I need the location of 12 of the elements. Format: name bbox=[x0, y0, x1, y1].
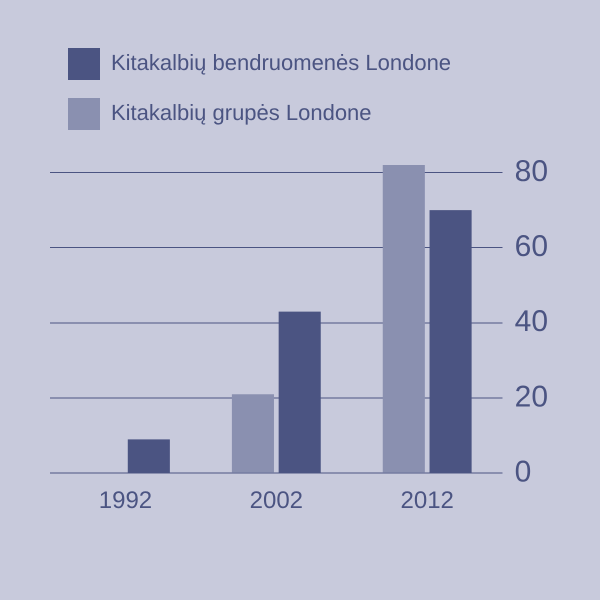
y-tick-label: 20 bbox=[514, 380, 548, 414]
bar bbox=[382, 165, 425, 473]
y-tick-label: 80 bbox=[514, 154, 548, 188]
y-tick-label: 40 bbox=[514, 305, 548, 338]
y-tick-label: 0 bbox=[514, 455, 532, 488]
y-tick-label: 60 bbox=[514, 230, 548, 263]
x-tick-label: 2012 bbox=[400, 487, 454, 514]
bar bbox=[232, 394, 274, 473]
x-tick-label: 2002 bbox=[250, 487, 304, 514]
legend-label: Kitakalbių bendruomenės Londone bbox=[111, 50, 452, 76]
x-tick-label: 1992 bbox=[98, 487, 152, 514]
legend-label: Kitakalbių grupės Londone bbox=[111, 100, 372, 126]
